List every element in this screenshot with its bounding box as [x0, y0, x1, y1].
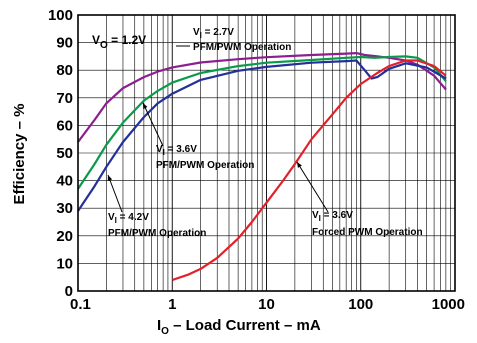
plot-frame: [77, 14, 456, 292]
series-4-arrow: [296, 161, 329, 213]
x-axis-title-sub: O: [161, 326, 169, 337]
series-3-label: VI = 4.2V: [108, 212, 149, 225]
y-tick-label: 10: [56, 255, 73, 272]
y-tick-label: 40: [56, 173, 73, 190]
series-line-2: [77, 55, 447, 190]
y-tick-label: 50: [56, 145, 73, 162]
y-tick-label: 60: [56, 117, 73, 134]
x-tick-label: 100: [348, 296, 373, 313]
x-tick-label: 0.1: [70, 296, 91, 313]
x-tick-label: 1: [168, 296, 176, 313]
series-2-label: VI = 3.6V: [156, 144, 197, 157]
x-axis-title-rest: – Load Current – mA: [169, 317, 321, 334]
series-layer: [77, 52, 447, 282]
y-tick-label: 30: [56, 200, 73, 217]
series-4-label: VI = 3.6V: [312, 210, 353, 223]
series-line-1: [77, 52, 447, 143]
x-axis-title: IO – Load Current – mA: [157, 317, 321, 337]
condition-label: VO = 1.2V: [92, 33, 146, 51]
series-line-3: [77, 59, 447, 212]
y-tick-label: 80: [56, 62, 73, 79]
y-tick-label: 70: [56, 90, 73, 107]
annotations: VO = 1.2V VI = 2.7V PFM/PWM Operation VI = …: [92, 27, 423, 239]
x-axis-title-main: I: [157, 317, 161, 334]
y-tick-label: 90: [56, 35, 73, 52]
x-tick-label: 10: [258, 296, 275, 313]
y-axis-title: Efficiency – %: [11, 104, 28, 205]
y-tick-label: 20: [56, 228, 73, 245]
series-2-mode: PFM/PWM Operation: [156, 160, 254, 171]
series-1-mode: PFM/PWM Operation: [193, 42, 291, 53]
series-3-arrow: [107, 174, 123, 213]
series-4-mode: Forced PWM Operation: [312, 227, 423, 238]
series-line-4: [171, 59, 447, 282]
series-2-arrow: [142, 102, 164, 147]
y-tick-label: 100: [48, 7, 73, 24]
tick-labels: 0 10 20 30 40 50 60 70 80 90 100 0.1 1 10 100 1000: [48, 7, 465, 313]
y-tick-label: 0: [65, 283, 73, 300]
series-1-label: VI = 2.7V: [193, 27, 234, 40]
x-tick-label: 1000: [432, 296, 465, 313]
series-3-mode: PFM/PWM Operation: [108, 228, 206, 239]
